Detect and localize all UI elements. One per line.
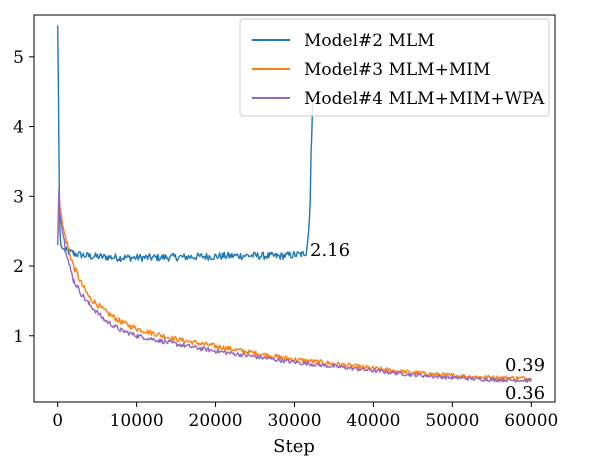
x-tick-label: 50000 bbox=[425, 411, 479, 431]
y-tick-label: 3 bbox=[13, 187, 24, 207]
annotation-model2-final: 2.16 bbox=[310, 240, 350, 261]
x-tick-label: 40000 bbox=[346, 411, 400, 431]
x-tick-label: 0 bbox=[52, 411, 63, 431]
y-tick-label: 4 bbox=[13, 118, 24, 138]
series-line-1 bbox=[57, 25, 314, 263]
legend-label-model2: Model#2 MLM bbox=[304, 31, 435, 51]
x-tick-label: 30000 bbox=[267, 411, 321, 431]
x-tick-label: 60000 bbox=[504, 411, 558, 431]
legend-label-model4: Model#4 MLM+MIM+WPA bbox=[304, 89, 545, 109]
series-line-3 bbox=[57, 188, 532, 383]
axes-frame bbox=[33, 14, 556, 403]
series-line-2 bbox=[57, 195, 532, 382]
annotation-model3-final: 0.39 bbox=[505, 355, 545, 376]
annotation-model4-final: 0.36 bbox=[505, 383, 545, 404]
legend-label-model3: Model#3 MLM+MIM bbox=[304, 60, 490, 80]
y-tick-label: 2 bbox=[13, 257, 24, 277]
legend: Model#2 MLM Model#3 MLM+MIM Model#4 MLM+… bbox=[239, 18, 550, 117]
x-tick-label: 20000 bbox=[189, 411, 243, 431]
legend-box bbox=[239, 18, 550, 117]
y-tick-label: 1 bbox=[13, 327, 24, 347]
y-tick-label: 5 bbox=[13, 48, 24, 68]
x-tick-label: 10000 bbox=[110, 411, 164, 431]
x-axis-label: Step bbox=[273, 436, 315, 457]
